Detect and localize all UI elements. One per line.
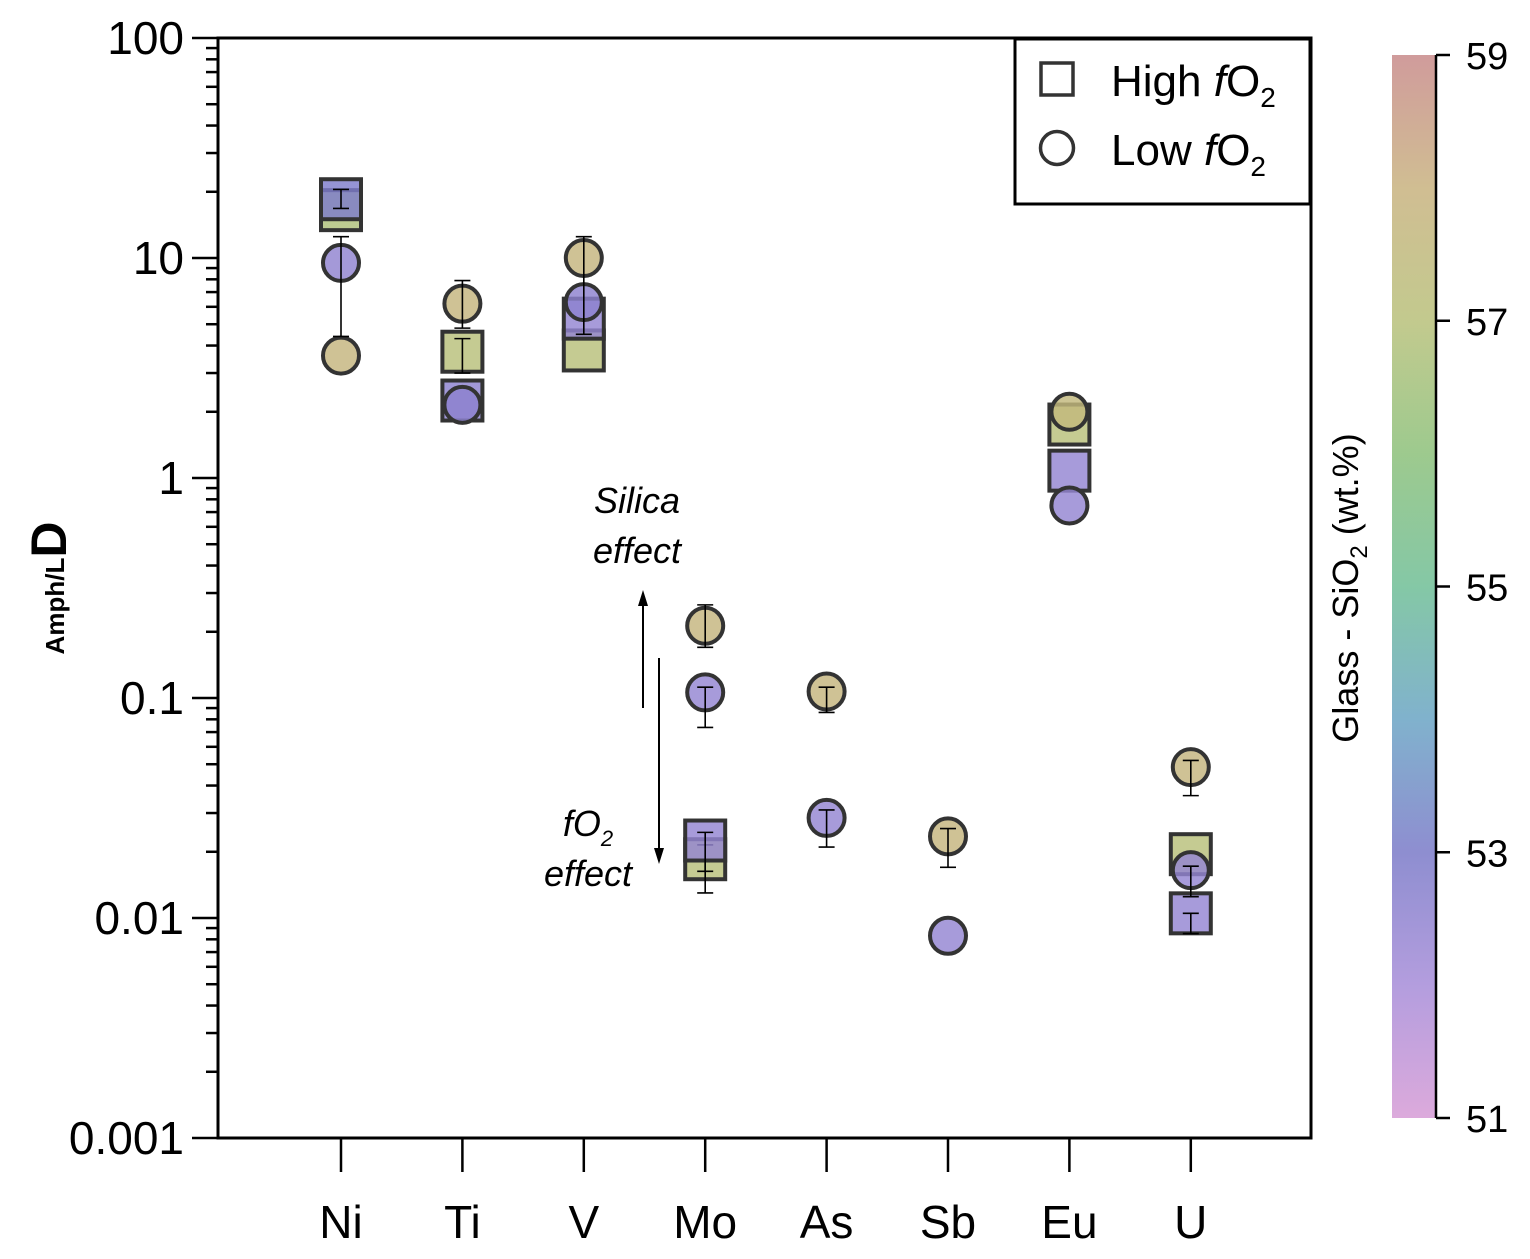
y-axis-label-sub: Amph/L <box>40 558 70 655</box>
y-tick-label: 10 <box>133 232 184 284</box>
x-axis-tick-labels: Ni Ti V Mo As Sb Eu U <box>319 1196 1207 1248</box>
colorbar-tick-label: 57 <box>1466 302 1508 344</box>
y-tick-label: 100 <box>107 12 184 64</box>
data-point-eu-circle <box>1049 391 1090 432</box>
colorbar-ticks: 51 53 55 57 59 <box>1436 36 1508 1141</box>
y-tick-label: 1 <box>158 452 184 504</box>
x-tick-label-as: As <box>800 1196 854 1248</box>
x-tick-label-eu: Eu <box>1041 1196 1097 1248</box>
x-tick-label-mo: Mo <box>673 1196 737 1248</box>
y-axis-label: Amph/LD <box>21 522 77 655</box>
data-point-eu-circle <box>1049 485 1090 526</box>
y-axis-label-main: D <box>21 522 77 558</box>
colorbar-tick-label: 51 <box>1466 1099 1508 1141</box>
fo2-effect-line1: fO2 <box>563 803 613 851</box>
legend: High fO2 Low fO2 <box>1013 37 1312 206</box>
silica-effect-annotation: Silica effect <box>593 480 683 708</box>
x-tick-label-ti: Ti <box>444 1196 481 1248</box>
legend-circle-marker <box>1038 129 1076 167</box>
plot-area-frame <box>216 36 1313 1140</box>
y-tick-label: 0.01 <box>94 892 184 944</box>
colorbar-tick-label: 59 <box>1466 36 1508 78</box>
colorbar <box>1392 55 1436 1118</box>
silica-effect-line1: Silica <box>594 480 680 521</box>
data-point-eu-square <box>1047 448 1092 493</box>
y-axis-ticks <box>192 36 218 1140</box>
data-point-ti-circle <box>442 384 483 425</box>
x-axis-ticks <box>339 1138 1193 1172</box>
legend-label-high-fo2: High fO2 <box>1111 57 1276 113</box>
x-tick-label-ni: Ni <box>319 1196 362 1248</box>
y-tick-label: 0.001 <box>69 1112 184 1164</box>
x-tick-label-sb: Sb <box>920 1196 976 1248</box>
svg-text:Amph/LD: Amph/LD <box>21 522 77 655</box>
colorbar-tick-label: 53 <box>1466 833 1508 875</box>
x-tick-label-u: U <box>1174 1196 1207 1248</box>
x-tick-label-v: V <box>568 1196 599 1248</box>
fo2-effect-annotation: fO2 effect <box>544 658 664 894</box>
fo2-effect-line2: effect <box>544 853 634 894</box>
colorbar-label: Glass - SiO2 (wt.%) <box>1325 433 1373 742</box>
colorbar-tick-label: 55 <box>1466 568 1508 610</box>
y-axis-tick-labels: 0.001 0.01 0.1 1 10 100 <box>69 12 184 1164</box>
legend-box <box>1013 37 1312 206</box>
data-markers <box>319 177 1213 956</box>
data-point-sb-circle <box>928 915 968 956</box>
fo2-effect-arrowhead <box>654 848 664 864</box>
legend-label-low-fo2: Low fO2 <box>1111 126 1266 182</box>
data-point-ni-circle <box>321 335 361 376</box>
silica-effect-line2: effect <box>593 530 683 571</box>
legend-square-marker <box>1039 61 1075 97</box>
silica-effect-arrowhead <box>638 590 648 606</box>
y-tick-label: 0.1 <box>120 672 184 724</box>
svg-text:Glass - SiO2 (wt.%): Glass - SiO2 (wt.%) <box>1325 433 1373 742</box>
